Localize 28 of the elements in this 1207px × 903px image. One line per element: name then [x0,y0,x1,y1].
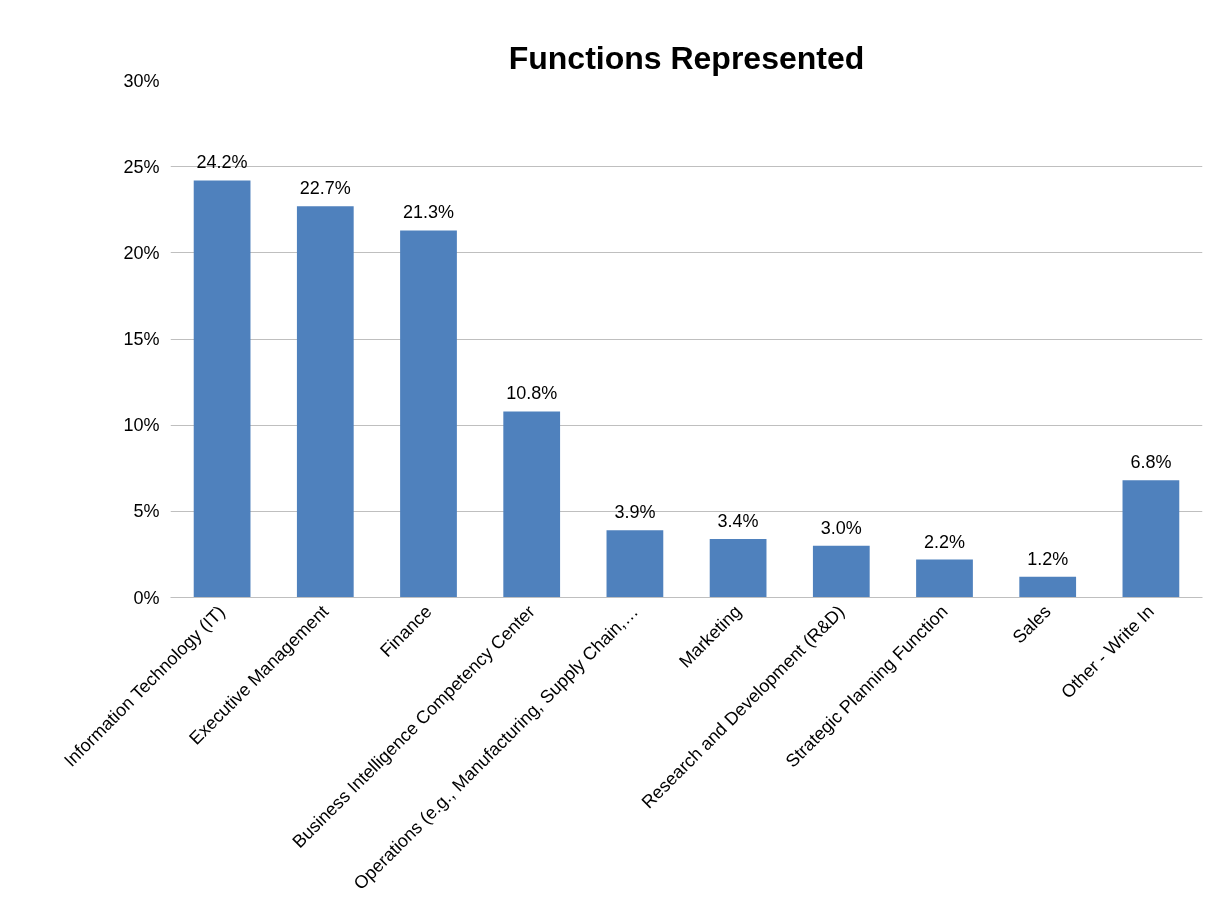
bar [1019,576,1077,598]
y-tick-label: 0% [133,587,160,608]
data-label: 3.0% [820,517,862,538]
data-label: 3.4% [717,510,759,531]
data-label: 1.2% [1027,548,1069,569]
data-label: 24.2% [196,152,248,173]
data-label: 10.8% [506,383,558,404]
bar [812,545,870,598]
data-label: 3.9% [614,502,656,523]
y-tick-label: 5% [133,501,160,522]
y-tick-label: 10% [123,415,160,436]
bar [296,206,354,598]
bar [709,538,767,598]
y-tick-label: 25% [123,156,160,177]
data-label: 21.3% [402,202,455,223]
bar [193,180,251,598]
bar [503,411,561,598]
bar [606,530,664,598]
y-tick-label: 30% [123,70,160,91]
bar [400,230,457,598]
bar [916,559,973,598]
bar [1122,480,1180,598]
chart-title: Functions Represented [508,39,865,76]
data-label: 6.8% [1130,452,1172,473]
data-label: 2.2% [923,531,966,552]
data-label: 22.7% [299,178,351,199]
y-tick-label: 20% [123,242,160,263]
y-tick-label: 15% [123,329,160,349]
